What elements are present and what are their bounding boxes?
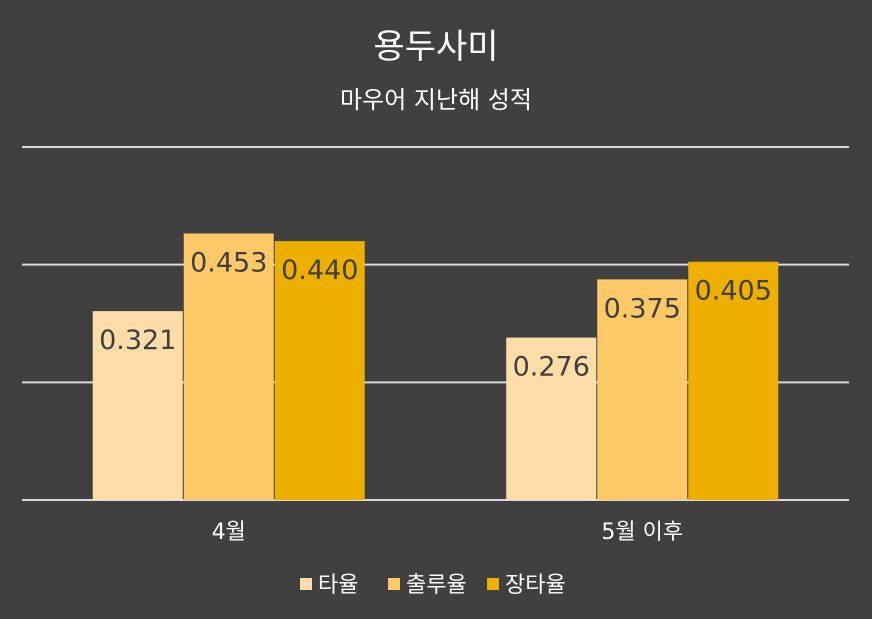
category-labels: 4월 5월 이후 xyxy=(212,520,683,545)
data-label: 0.453 xyxy=(190,247,267,278)
legend-swatch xyxy=(487,578,499,590)
bar xyxy=(688,261,779,500)
chart-title: 용두사미 xyxy=(373,27,498,67)
category-label: 4월 xyxy=(212,520,246,545)
bar xyxy=(92,311,183,500)
data-label: 0.276 xyxy=(513,352,590,383)
chart-subtitle: 마우어 지난해 성적 xyxy=(340,86,532,114)
data-label: 0.375 xyxy=(604,293,681,324)
bar xyxy=(506,337,597,500)
data-labels: 0.321 0.453 0.440 0.276 0.375 0.405 xyxy=(99,247,772,382)
legend-swatch xyxy=(300,578,312,590)
bars xyxy=(92,233,779,501)
legend-label: 출루율 xyxy=(406,573,467,598)
legend: 타율 출루율 장타율 xyxy=(300,573,566,598)
legend-swatch xyxy=(388,578,400,590)
legend-label: 장타율 xyxy=(505,573,566,598)
bar xyxy=(183,233,274,501)
legend-label: 타율 xyxy=(318,573,358,598)
category-label: 5월 이후 xyxy=(601,520,683,545)
data-label: 0.405 xyxy=(695,276,772,307)
bar xyxy=(274,241,365,500)
bar xyxy=(597,279,688,500)
data-label: 0.440 xyxy=(281,255,358,286)
data-label: 0.321 xyxy=(99,325,176,356)
